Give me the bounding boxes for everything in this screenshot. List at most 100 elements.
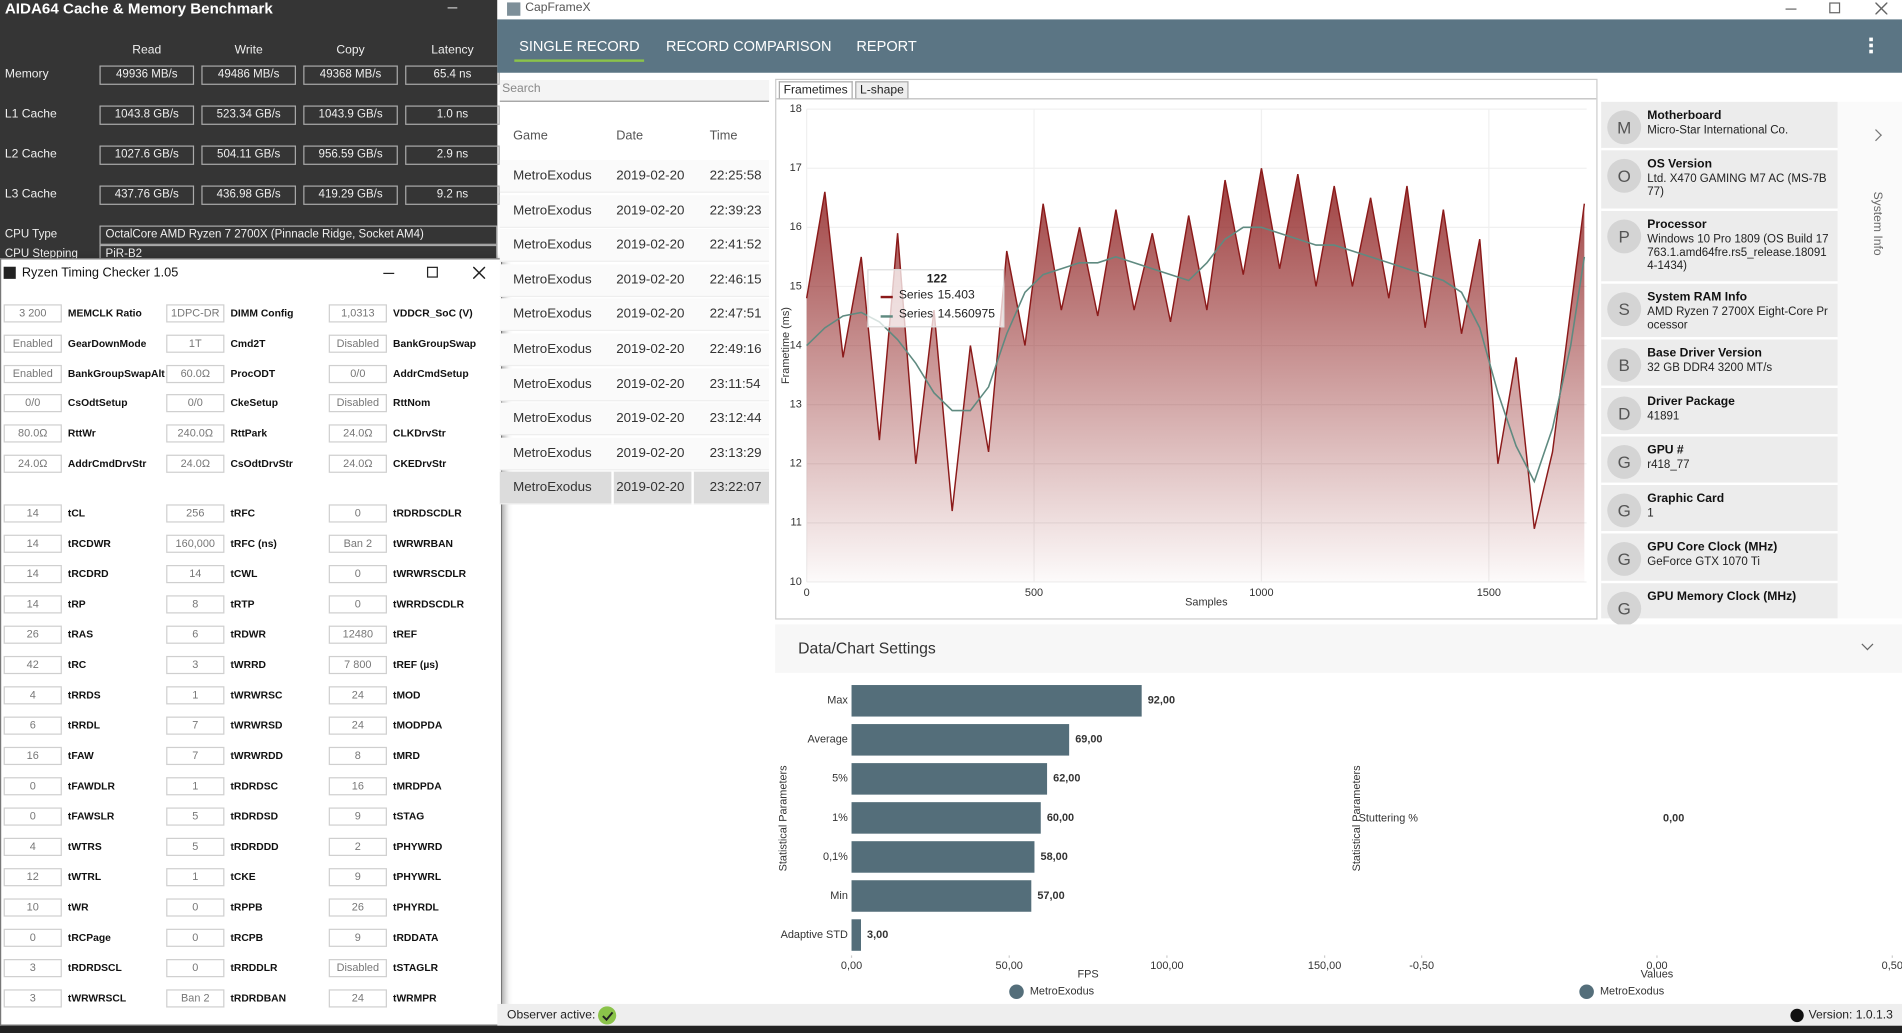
- info-value: 1: [1647, 506, 1654, 521]
- record-cell: 2019-02-20: [616, 272, 685, 288]
- setting-label: tMOD: [393, 688, 421, 701]
- value-label: 92,00: [1148, 695, 1175, 707]
- record-cell: 22:47:51: [709, 307, 762, 322]
- setting-label: tREF: [393, 628, 418, 641]
- menu-button[interactable]: [1869, 37, 1873, 42]
- setting-value: Ban 2: [166, 989, 225, 1008]
- setting-label: tRRDL: [67, 718, 101, 732]
- category-label: Average: [807, 734, 847, 746]
- setting-label: tRFC: [230, 506, 256, 519]
- setting-label: RttWr: [67, 427, 96, 440]
- x-tick-label: 500: [1025, 587, 1043, 599]
- record-cell: MetroExodus: [513, 411, 592, 426]
- tooltip-name: Series: [898, 288, 934, 302]
- record-row[interactable]: [499, 368, 770, 401]
- value-label: 60,00: [1047, 812, 1074, 824]
- category-label: Min: [830, 890, 848, 902]
- record-cell: MetroExodus: [513, 307, 592, 322]
- setting-label: tCWL: [230, 567, 258, 580]
- setting-value: 0: [166, 928, 225, 947]
- footer: [497, 1003, 1902, 1026]
- record-row[interactable]: [499, 264, 770, 297]
- category-label: 1%: [832, 812, 848, 824]
- record-cell: MetroExodus: [513, 168, 592, 184]
- close-button[interactable]: [472, 266, 486, 280]
- record-cell: 22:39:23: [709, 203, 762, 218]
- minimize-button[interactable]: [383, 272, 395, 275]
- setting-label: tWRWRSCDLR: [393, 567, 467, 580]
- x-tick-label: 1000: [1249, 587, 1273, 599]
- x-tick-label: 50,00: [996, 960, 1023, 972]
- setting-value: 5: [166, 807, 225, 826]
- record-row[interactable]: [499, 472, 770, 505]
- setting-value: 256: [166, 504, 225, 523]
- setting-value: Enabled: [3, 334, 62, 353]
- setting-value: 3: [166, 655, 225, 675]
- setting-label: tSTAG: [393, 809, 425, 823]
- value-label: 0,00: [1663, 812, 1684, 824]
- value-label: 3,00: [867, 929, 888, 941]
- setting-value: 0: [166, 959, 225, 978]
- info-icon: G: [1607, 541, 1642, 576]
- record-row[interactable]: [499, 333, 770, 367]
- setting-value: 3: [3, 959, 62, 978]
- setting-label: tCL: [67, 506, 86, 519]
- nav-tab[interactable]: REPORT: [856, 37, 917, 55]
- y-tick-label: 10: [790, 576, 802, 588]
- nav-tab[interactable]: SINGLE RECORD: [519, 37, 640, 55]
- record-row[interactable]: [499, 437, 770, 471]
- info-title: Processor: [1647, 218, 1707, 232]
- record-cell: 2019-02-20: [616, 168, 685, 184]
- chart-tab[interactable]: Frametimes: [778, 81, 853, 100]
- setting-value: 0: [3, 928, 62, 947]
- info-value: GeForce GTX 1070 Ti: [1647, 555, 1761, 569]
- settings-header[interactable]: [775, 624, 1902, 673]
- setting-label: CkeSetup: [230, 396, 279, 410]
- tooltip-title: 122: [926, 272, 947, 287]
- y-tick-label: 17: [790, 162, 802, 174]
- nav-tab[interactable]: RECORD COMPARISON: [665, 37, 832, 55]
- result-cell: 65.4 ns: [405, 65, 500, 85]
- setting-label: tRCDWR: [67, 537, 111, 550]
- minimize-button[interactable]: [1785, 8, 1797, 10]
- maximize-button[interactable]: [426, 266, 438, 278]
- record-row[interactable]: [499, 298, 770, 332]
- setting-label: CsOdtDrvStr: [230, 457, 293, 470]
- y-tick-label: 11: [790, 517, 801, 529]
- setting-label: ProcODT: [230, 366, 276, 380]
- setting-label: MEMCLK Ratio: [67, 306, 142, 319]
- record-row[interactable]: [499, 160, 770, 193]
- info-icon: S: [1607, 292, 1642, 327]
- record-row[interactable]: [499, 194, 770, 228]
- setting-value: 1: [166, 777, 225, 796]
- close-button[interactable]: [1874, 1, 1888, 16]
- result-cell: 523.34 GB/s: [201, 105, 296, 125]
- info-value: Ltd. X470 GAMING M7 AC (MS-7B77): [1647, 172, 1827, 199]
- setting-label: VDDCR_SoC (V): [393, 306, 473, 319]
- system-info-strip: [1837, 101, 1902, 619]
- search-box[interactable]: Search: [499, 80, 770, 102]
- info-value: Windows 10 Pro 1809 (OS Build 17763.1.am…: [1647, 232, 1829, 273]
- nav-bar: [497, 19, 1902, 73]
- setting-label: tRCPB: [230, 931, 264, 944]
- close-icon: [1874, 1, 1888, 16]
- record-row[interactable]: [499, 229, 770, 263]
- observer-status: [598, 1006, 617, 1025]
- record-cell: 22:41:52: [709, 237, 762, 253]
- value-label: 62,00: [1053, 773, 1080, 785]
- setting-value: 14: [3, 504, 62, 523]
- info-value: OctalCore AMD Ryzen 7 2700X (Pinnacle Ri…: [99, 225, 498, 245]
- info-title: GPU Core Clock (MHz): [1647, 540, 1778, 555]
- setting-label: tRDRDSD: [230, 809, 279, 823]
- setting-value: 14: [3, 595, 62, 614]
- chart-tab[interactable]: L-shape: [855, 81, 909, 100]
- record-row[interactable]: [499, 402, 770, 436]
- category-label: 5%: [832, 773, 848, 785]
- setting-value: 0/0: [3, 394, 62, 413]
- maximize-button[interactable]: [1829, 2, 1841, 14]
- setting-label: tREF (µs): [393, 658, 439, 671]
- setting-value: 60.0Ω: [166, 364, 225, 383]
- result-cell: 2.9 ns: [405, 145, 500, 165]
- setting-value: 7 800: [328, 655, 387, 675]
- y-tick-label: 18: [790, 103, 802, 115]
